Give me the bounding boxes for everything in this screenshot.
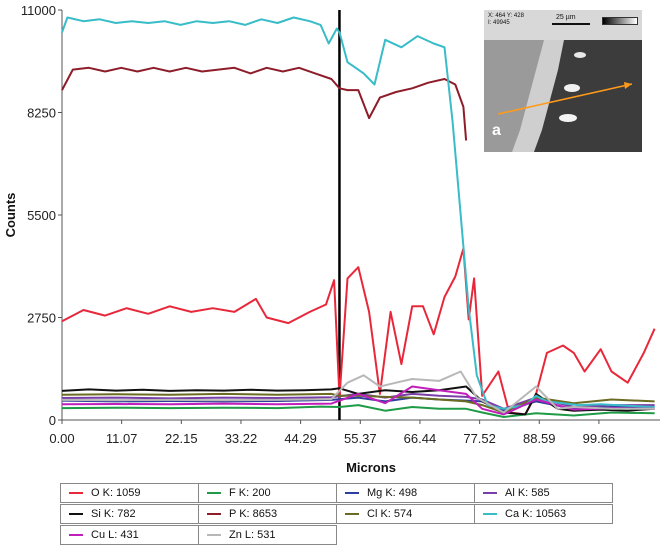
- legend-label: Mg K: 498: [367, 487, 418, 499]
- sem-inset-image: X: 464 Y: 428 I: 49945 25 µm a: [484, 10, 642, 152]
- x-tick-label: 55.37: [344, 431, 377, 446]
- series-line: [61, 247, 656, 416]
- legend-label: P K: 8653: [229, 508, 278, 520]
- y-tick-label: 11000: [21, 3, 56, 18]
- legend-label: O K: 1059: [91, 487, 141, 499]
- legend-label: Ca K: 10563: [505, 508, 567, 520]
- inset-header: [484, 10, 642, 40]
- legend-label: Zn L: 531: [229, 529, 276, 541]
- y-tick-label: 5500: [27, 208, 56, 223]
- legend-item: F K: 200: [198, 483, 337, 503]
- legend-row: Cu L: 431 Zn L: 531: [60, 525, 620, 546]
- inset-scale-label: 25 µm: [556, 14, 576, 21]
- x-tick-label: 99.66: [583, 431, 616, 446]
- series-line: [61, 385, 655, 416]
- x-tick-label: 22.15: [165, 431, 198, 446]
- legend-item: Mg K: 498: [336, 483, 475, 503]
- legend-label: Al K: 585: [505, 487, 550, 499]
- legend-swatch: [345, 492, 359, 494]
- y-tick-label: 0: [49, 413, 56, 428]
- x-tick-label: 66.44: [404, 431, 437, 446]
- chart-legend: O K: 1059 F K: 200 Mg K: 498 Al K: 585 Si K:…: [60, 483, 620, 546]
- legend-item: Al K: 585: [474, 483, 613, 503]
- legend-row: O K: 1059 F K: 200 Mg K: 498 Al K: 585: [60, 483, 620, 504]
- inset-grayscale-bar: [602, 17, 638, 25]
- inset-scale-bar: [552, 23, 590, 25]
- series-line: [61, 370, 655, 414]
- y-tick-label: 8250: [27, 106, 56, 121]
- series-line: [61, 66, 468, 141]
- legend-item: Zn L: 531: [198, 525, 337, 545]
- legend-swatch: [483, 492, 497, 494]
- legend-row: Si K: 782 P K: 8653 Cl K: 574 Ca K: 10563: [60, 504, 620, 525]
- legend-label: F K: 200: [229, 487, 271, 499]
- line-chart: 0.00 11.07 22.15 33.22 44.29 55.37 66.44 77.52 8…: [3, 3, 660, 475]
- x-axis-title: Microns: [346, 460, 396, 475]
- legend-item: O K: 1059: [60, 483, 199, 503]
- x-tick-label: 88.59: [523, 431, 556, 446]
- legend-swatch: [207, 492, 221, 494]
- legend-swatch: [483, 513, 497, 515]
- legend-swatch: [345, 513, 359, 515]
- y-tick-label: 2750: [27, 311, 56, 326]
- legend-item: Ca K: 10563: [474, 504, 613, 524]
- legend-swatch: [207, 534, 221, 536]
- legend-label: Cu L: 431: [91, 529, 139, 541]
- legend-item: Cu L: 431: [60, 525, 199, 545]
- x-tick-label: 0.00: [49, 431, 74, 446]
- y-axis-title: Counts: [3, 193, 18, 238]
- legend-label: Si K: 782: [91, 508, 136, 520]
- legend-swatch: [207, 513, 221, 515]
- x-tick-label: 44.29: [284, 431, 317, 446]
- legend-swatch: [69, 534, 83, 536]
- inset-coordinates: X: 464 Y: 428 I: 49945: [488, 13, 524, 26]
- legend-item: P K: 8653: [198, 504, 337, 524]
- x-tick-label: 33.22: [225, 431, 258, 446]
- legend-swatch: [69, 492, 83, 494]
- series-line: [61, 404, 655, 418]
- legend-item: Si K: 782: [60, 504, 199, 524]
- x-tick-label: 77.52: [463, 431, 496, 446]
- legend-swatch: [69, 513, 83, 515]
- x-tick-label: 11.07: [106, 431, 138, 446]
- legend-item: Cl K: 574: [336, 504, 475, 524]
- panel-letter: a: [492, 122, 501, 139]
- legend-label: Cl K: 574: [367, 508, 413, 520]
